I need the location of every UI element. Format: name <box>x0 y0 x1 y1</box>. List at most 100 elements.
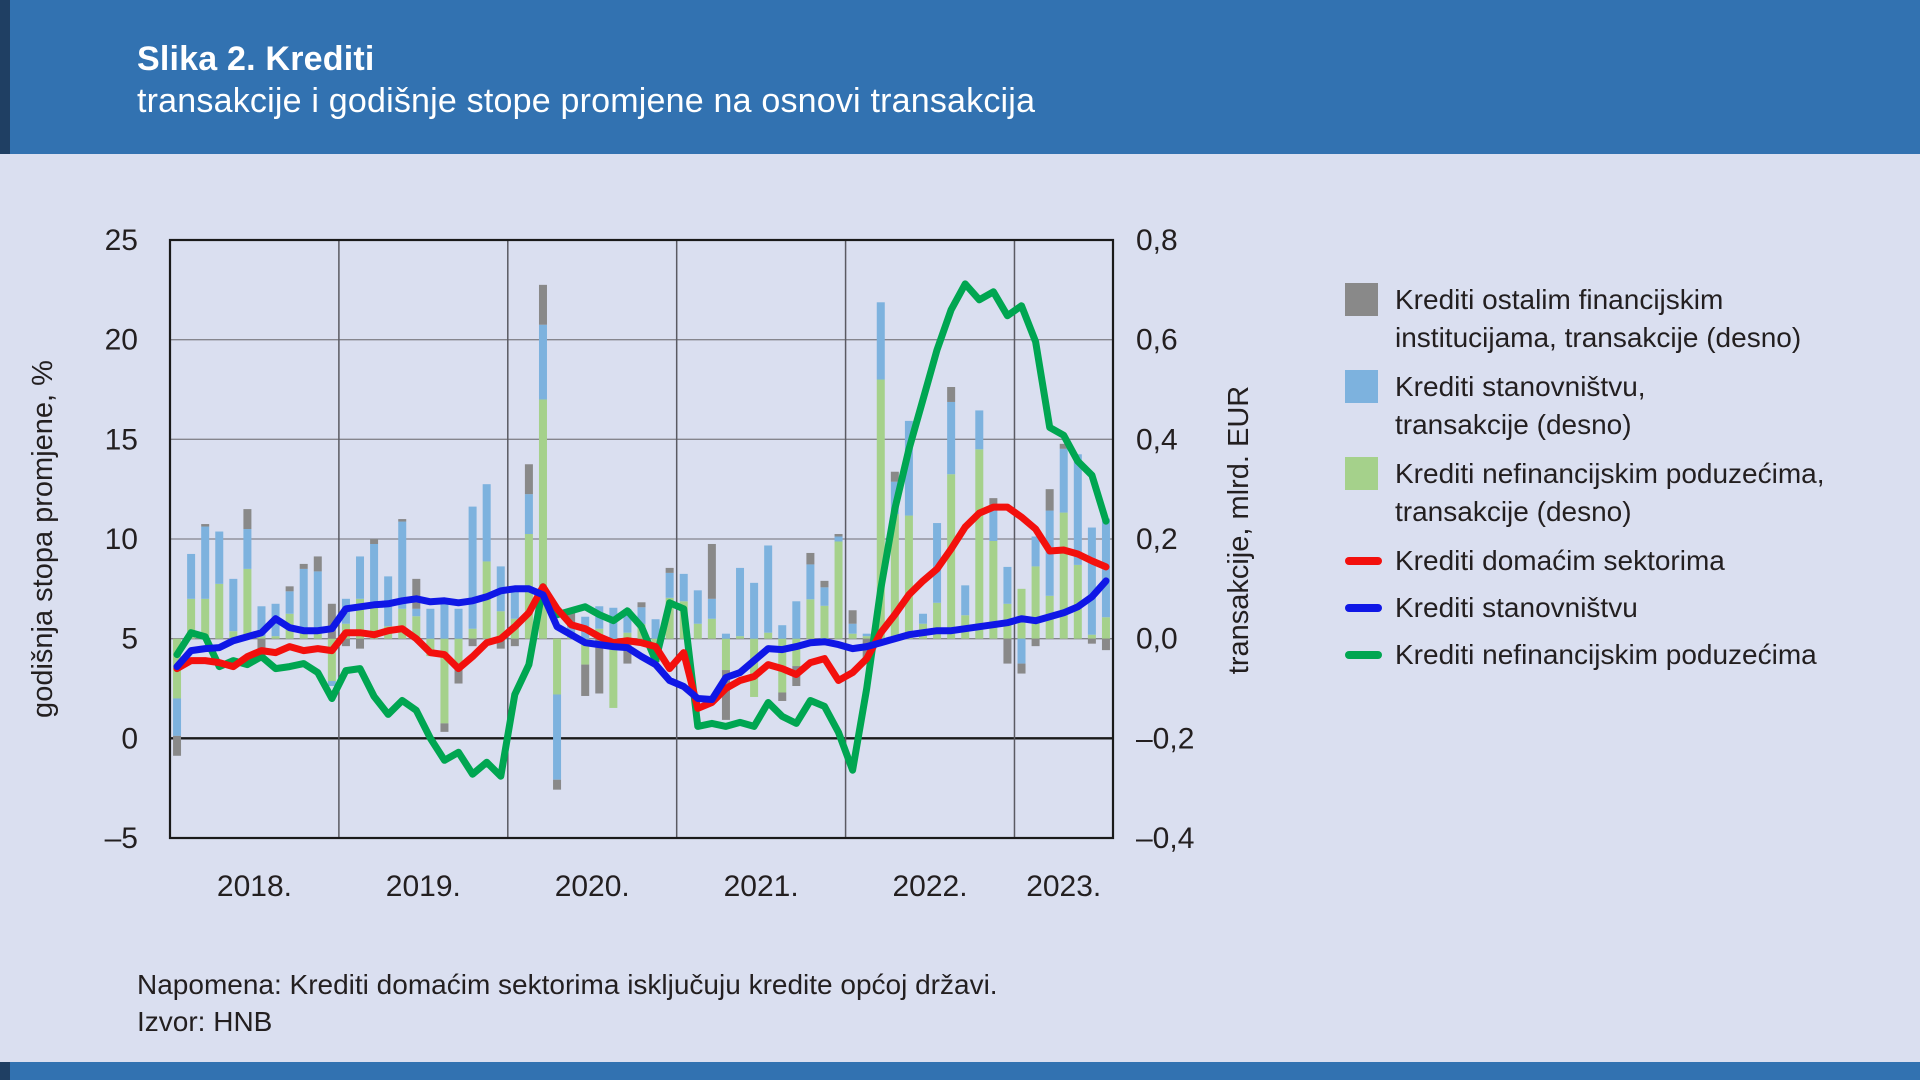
bar-segment <box>341 638 350 647</box>
blue-bar-swatch-icon <box>1345 370 1378 403</box>
bar-segment <box>721 633 730 639</box>
bar-segment <box>989 540 998 639</box>
bar-segment <box>553 694 562 780</box>
left-axis-tick: 5 <box>121 623 138 656</box>
bar-segment <box>285 591 294 614</box>
bar-segment <box>398 519 407 522</box>
right-axis-tick: 0,2 <box>1136 523 1178 556</box>
bar-segment <box>1059 443 1068 449</box>
footer-band <box>0 1062 1920 1080</box>
bar-segment <box>933 602 942 639</box>
bar-segment <box>454 668 463 684</box>
bar-segment <box>496 611 505 639</box>
bar-segment <box>862 636 871 639</box>
bar-segment <box>370 543 379 607</box>
bar-segment <box>581 664 590 696</box>
bar-segment <box>510 588 519 619</box>
bar-segment <box>201 598 210 639</box>
header-left-edge <box>0 0 10 154</box>
chart-legend: Krediti ostalim financijskim institucija… <box>1345 281 1905 683</box>
bar-segment <box>764 545 773 633</box>
bar-segment <box>1017 638 1026 664</box>
bar-segment <box>806 599 815 639</box>
bar-segment <box>398 608 407 639</box>
bar-segment <box>1031 638 1040 647</box>
left-axis-tick: –5 <box>105 822 138 855</box>
legend-item-household-line: Krediti stanovništvu <box>1345 589 1905 627</box>
bar-segment <box>1059 448 1068 513</box>
legend-label: Krediti stanovništvu, <box>1395 371 1646 402</box>
bar-segment <box>876 302 885 380</box>
left-axis-tick: 20 <box>105 324 138 357</box>
bar-segment <box>356 556 365 599</box>
bar-segment <box>173 698 182 736</box>
bar-segment <box>890 471 899 482</box>
bar-segment <box>820 587 829 606</box>
bar-segment <box>538 284 547 325</box>
x-axis-year-label: 2021. <box>724 870 799 903</box>
bar-segment <box>1087 634 1096 639</box>
bar-segment <box>975 410 984 450</box>
source-text: Izvor: HNB <box>137 1006 273 1037</box>
bar-segment <box>792 601 801 639</box>
bar-segment <box>750 582 759 639</box>
bar-segment <box>285 586 294 592</box>
bar-segment <box>975 449 984 639</box>
bar-segment <box>581 638 590 665</box>
right-axis-tick: –0,4 <box>1136 822 1194 855</box>
bar-segment <box>412 616 421 639</box>
bar-segment <box>1087 638 1096 644</box>
bar-segment <box>721 670 730 720</box>
bar-segment <box>665 597 674 639</box>
bar-segment <box>553 638 562 695</box>
legend-label: transakcije (desno) <box>1395 409 1632 440</box>
left-axis-tick: 10 <box>105 523 138 556</box>
bar-segment <box>693 590 702 624</box>
bar-segment <box>750 638 759 697</box>
bar-segment <box>707 543 716 599</box>
right-axis-tick: 0,6 <box>1136 324 1178 357</box>
x-axis-year-label: 2023. <box>1026 870 1101 903</box>
legend-item-corporate-line: Krediti nefinancijskim poduzećima <box>1345 636 1905 674</box>
bar-segment <box>243 509 252 530</box>
legend-item-ofi-transactions: Krediti ostalim financijskim institucija… <box>1345 281 1905 357</box>
bar-segment <box>651 619 660 639</box>
bar-segment <box>778 625 787 639</box>
bar-segment <box>1101 638 1110 651</box>
legend-label: institucijama, transakcije (desno) <box>1395 322 1802 353</box>
blue-line-swatch-icon <box>1345 604 1382 612</box>
series-line <box>173 503 1110 712</box>
bar-segment <box>482 484 491 562</box>
right-axis-title: transakcije, mlrd. EUR <box>1223 386 1255 674</box>
bar-segment <box>1003 566 1012 604</box>
bar-segment <box>567 626 576 633</box>
bar-segment <box>524 464 533 495</box>
bar-segment <box>1017 588 1026 639</box>
legend-item-corporate-transactions: Krediti nefinancijskim poduzećima, trans… <box>1345 455 1905 531</box>
bar-segment <box>187 598 196 639</box>
left-axis-tick: 25 <box>105 224 138 257</box>
bar-segment <box>834 534 843 537</box>
bar-segment <box>201 524 210 527</box>
bar-segment <box>412 608 421 617</box>
bar-segment <box>1101 617 1110 639</box>
bar-segment <box>538 324 547 400</box>
bar-segment <box>468 506 477 629</box>
bar-segment <box>820 605 829 639</box>
bar-segment <box>187 553 196 599</box>
bar-segment <box>1031 566 1040 639</box>
legend-item-domestic-sectors-line: Krediti domaćim sektorima <box>1345 542 1905 580</box>
plot-border <box>168 238 1115 840</box>
bar-segment <box>665 572 674 598</box>
bar-segment <box>468 628 477 639</box>
bar-segment <box>510 638 519 647</box>
right-axis-tick: 0,0 <box>1136 623 1178 656</box>
bar-segment <box>398 521 407 609</box>
series-line <box>173 577 1110 703</box>
bar-segment <box>637 607 646 625</box>
bar-segment <box>693 623 702 639</box>
bar-segment <box>834 541 843 639</box>
series-line <box>173 280 1110 780</box>
bar-segment <box>679 573 688 602</box>
